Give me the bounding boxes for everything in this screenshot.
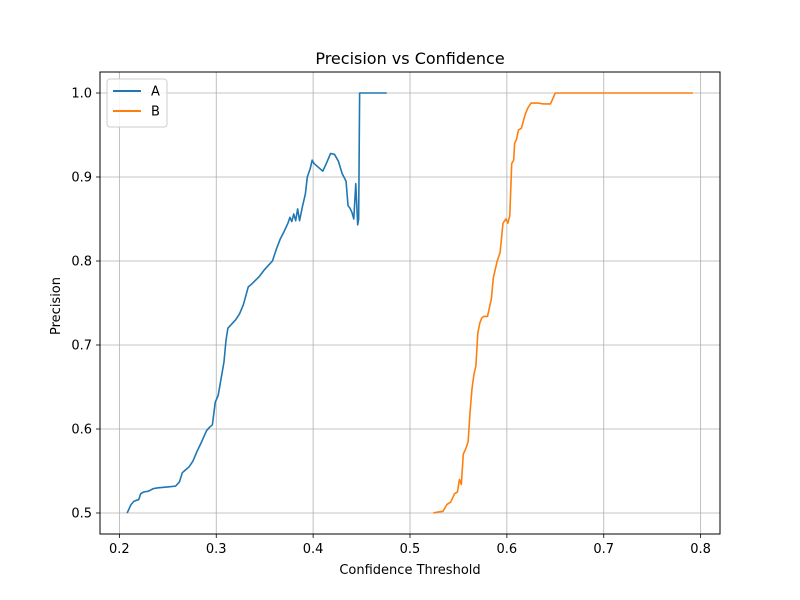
series-layer — [126, 92, 693, 514]
grid — [100, 72, 720, 534]
legend-label-b: B — [151, 105, 160, 120]
y-tick-label: 0.5 — [71, 507, 92, 522]
ticks: 0.2 0.3 0.4 0.5 0.6 0.7 0.8 0.5 0.6 0.7 0.8 0.9 1.0 — [71, 87, 711, 558]
y-tick-label: 1.0 — [71, 87, 92, 102]
x-tick-label: 0.7 — [593, 542, 614, 557]
x-tick-label: 0.4 — [303, 542, 324, 557]
x-tick-label: 0.8 — [690, 542, 711, 557]
legend: AB — [106, 78, 168, 128]
series-line-a — [126, 92, 387, 514]
chart-title: Precision vs Confidence — [315, 49, 504, 68]
legend-label-a: A — [151, 85, 160, 100]
series-line-b — [433, 92, 693, 514]
x-tick-label: 0.6 — [497, 542, 518, 557]
x-tick-label: 0.5 — [400, 542, 421, 557]
y-tick-label: 0.6 — [71, 423, 92, 438]
x-tick-label: 0.3 — [206, 542, 227, 557]
x-tick-label: 0.2 — [109, 542, 130, 557]
x-axis-label: Confidence Threshold — [339, 563, 480, 578]
y-tick-label: 0.9 — [71, 171, 92, 186]
y-tick-label: 0.7 — [71, 339, 92, 354]
y-axis-label: Precision — [49, 277, 64, 335]
y-tick-label: 0.8 — [71, 255, 92, 270]
